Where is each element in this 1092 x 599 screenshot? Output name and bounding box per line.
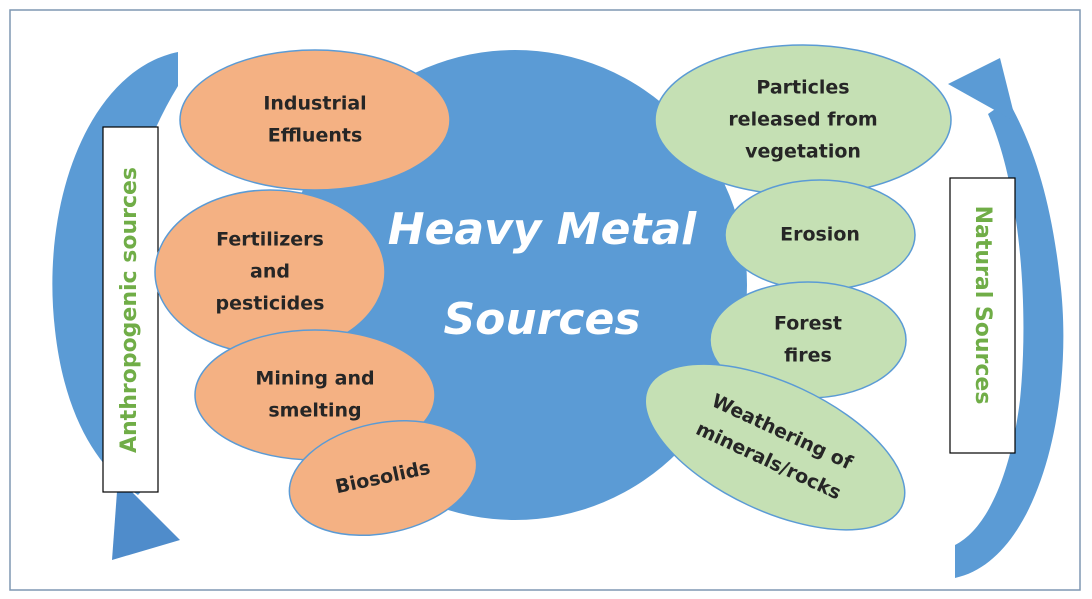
center-title: Sources	[443, 294, 640, 345]
left-label-box	[102, 126, 159, 493]
right-label-box	[949, 177, 1016, 454]
node-label: and	[250, 261, 290, 283]
node-label: Fertilizers	[216, 229, 324, 251]
node-label: Forest	[774, 313, 842, 335]
node-label: pesticides	[216, 293, 325, 315]
node-label: Effluents	[268, 125, 363, 147]
right-arrow-head	[948, 58, 1016, 122]
node-label: smelting	[268, 400, 361, 422]
node-label: vegetation	[745, 141, 861, 163]
source-node	[288, 419, 478, 537]
node-label: Industrial	[263, 93, 366, 115]
center-title: Heavy Metal	[388, 204, 697, 255]
side-label: Anthropogenic sources	[117, 167, 142, 453]
node-label: fires	[784, 345, 832, 367]
node-label: Erosion	[780, 224, 860, 246]
source-node	[179, 49, 451, 191]
node-label: Mining and	[255, 368, 374, 390]
side-label: Natural Sources	[970, 206, 995, 405]
left-arrow-head	[112, 478, 180, 560]
right-arrow-body	[955, 100, 1064, 578]
source-node	[644, 363, 906, 531]
node-label: Particles	[756, 77, 849, 99]
node-label: released from	[728, 109, 877, 131]
